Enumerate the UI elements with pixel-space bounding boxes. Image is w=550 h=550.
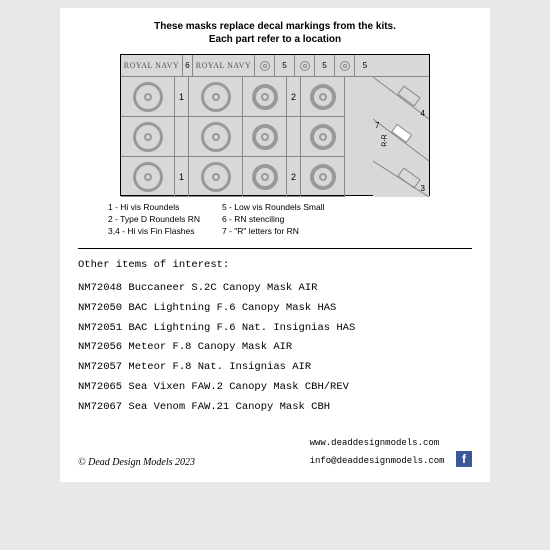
email: info@deaddesignmodels.com [310, 456, 445, 466]
label-1a: 1 [175, 77, 189, 117]
label-rr: R-R [382, 134, 389, 146]
list-item: NM72056 Meteor F.8 Canopy Mask AIR [78, 338, 472, 358]
list-item: NM72051 BAC Lightning F.6 Nat. Insignias… [78, 319, 472, 339]
label-3: 3 [421, 184, 425, 193]
footer: © Dead Design Models 2023 www.deaddesign… [78, 432, 472, 468]
diagram-top-row: ROYAL NAVY 6 ROYAL NAVY 5 5 5 [121, 55, 429, 77]
other-items-title: Other items of interest: [78, 259, 472, 271]
label-5a: 5 [275, 55, 295, 76]
mask-diagram: ROYAL NAVY 6 ROYAL NAVY 5 5 5 1 2 [120, 54, 430, 196]
list-item: NM72065 Sea Vixen FAW.2 Canopy Mask CBH/… [78, 378, 472, 398]
small-roundel-1 [255, 55, 275, 76]
legend-left: 1 - Hi vis Roundels 2 - Type D Roundels … [108, 202, 200, 238]
header-text: These masks replace decal markings from … [78, 20, 472, 46]
roundel-big-5 [121, 157, 175, 197]
item-list: NM72048 Buccaneer S.2C Canopy Mask AIR N… [78, 279, 472, 419]
label-2a: 2 [287, 77, 301, 117]
roundel-med-2 [301, 77, 345, 117]
roundel-med-4 [301, 117, 345, 157]
label-4: 4 [421, 109, 425, 118]
fin-flash-area: 4 R-R 7 3 [373, 77, 429, 197]
royal-navy-label-2: ROYAL NAVY [193, 55, 255, 76]
facebook-icon: f [456, 451, 472, 467]
royal-navy-label-1: ROYAL NAVY [121, 55, 183, 76]
roundel-big-4 [189, 117, 243, 157]
list-item: NM72057 Meteor F.8 Nat. Insignias AIR [78, 358, 472, 378]
roundel-med-5 [243, 157, 287, 197]
roundel-big-2 [189, 77, 243, 117]
header-line2: Each part refer to a location [78, 33, 472, 46]
list-item: NM72050 BAC Lightning F.6 Canopy Mask HA… [78, 299, 472, 319]
roundel-med-1 [243, 77, 287, 117]
legend-7: 7 - "R" letters for RN [222, 226, 325, 238]
label-1b: 1 [175, 157, 189, 197]
legend-1: 1 - Hi vis Roundels [108, 202, 200, 214]
list-item: NM72048 Buccaneer S.2C Canopy Mask AIR [78, 279, 472, 299]
list-item: NM72067 Sea Venom FAW.21 Canopy Mask CBH [78, 398, 472, 418]
contact-block: www.deaddesignmodels.com info@deaddesign… [310, 432, 472, 468]
divider [78, 248, 472, 249]
legend-2: 2 - Type D Roundels RN [108, 214, 200, 226]
legend-right: 5 - Low vis Roundels Small 6 - RN stenci… [222, 202, 325, 238]
roundel-med-3 [243, 117, 287, 157]
label-7: 7 [375, 121, 379, 130]
label-5b: 5 [315, 55, 335, 76]
label-5c: 5 [355, 55, 375, 76]
diagram-container: ROYAL NAVY 6 ROYAL NAVY 5 5 5 1 2 [78, 54, 472, 196]
roundel-med-6 [301, 157, 345, 197]
small-roundel-2 [295, 55, 315, 76]
instruction-sheet: These masks replace decal markings from … [60, 8, 490, 482]
legend: 1 - Hi vis Roundels 2 - Type D Roundels … [108, 202, 472, 238]
legend-6: 6 - RN stenciling [222, 214, 325, 226]
legend-34: 3,4 - Hi vis Fin Flashes [108, 226, 200, 238]
small-roundel-3 [335, 55, 355, 76]
legend-5: 5 - Low vis Roundels Small [222, 202, 325, 214]
header-line1: These masks replace decal markings from … [78, 20, 472, 33]
roundel-big-3 [121, 117, 175, 157]
copyright: © Dead Design Models 2023 [78, 457, 195, 468]
label-2b: 2 [287, 157, 301, 197]
website: www.deaddesignmodels.com [310, 438, 440, 448]
roundel-big-6 [189, 157, 243, 197]
roundel-big-1 [121, 77, 175, 117]
label-6: 6 [183, 55, 193, 76]
contact-text: www.deaddesignmodels.com info@deaddesign… [310, 438, 450, 466]
